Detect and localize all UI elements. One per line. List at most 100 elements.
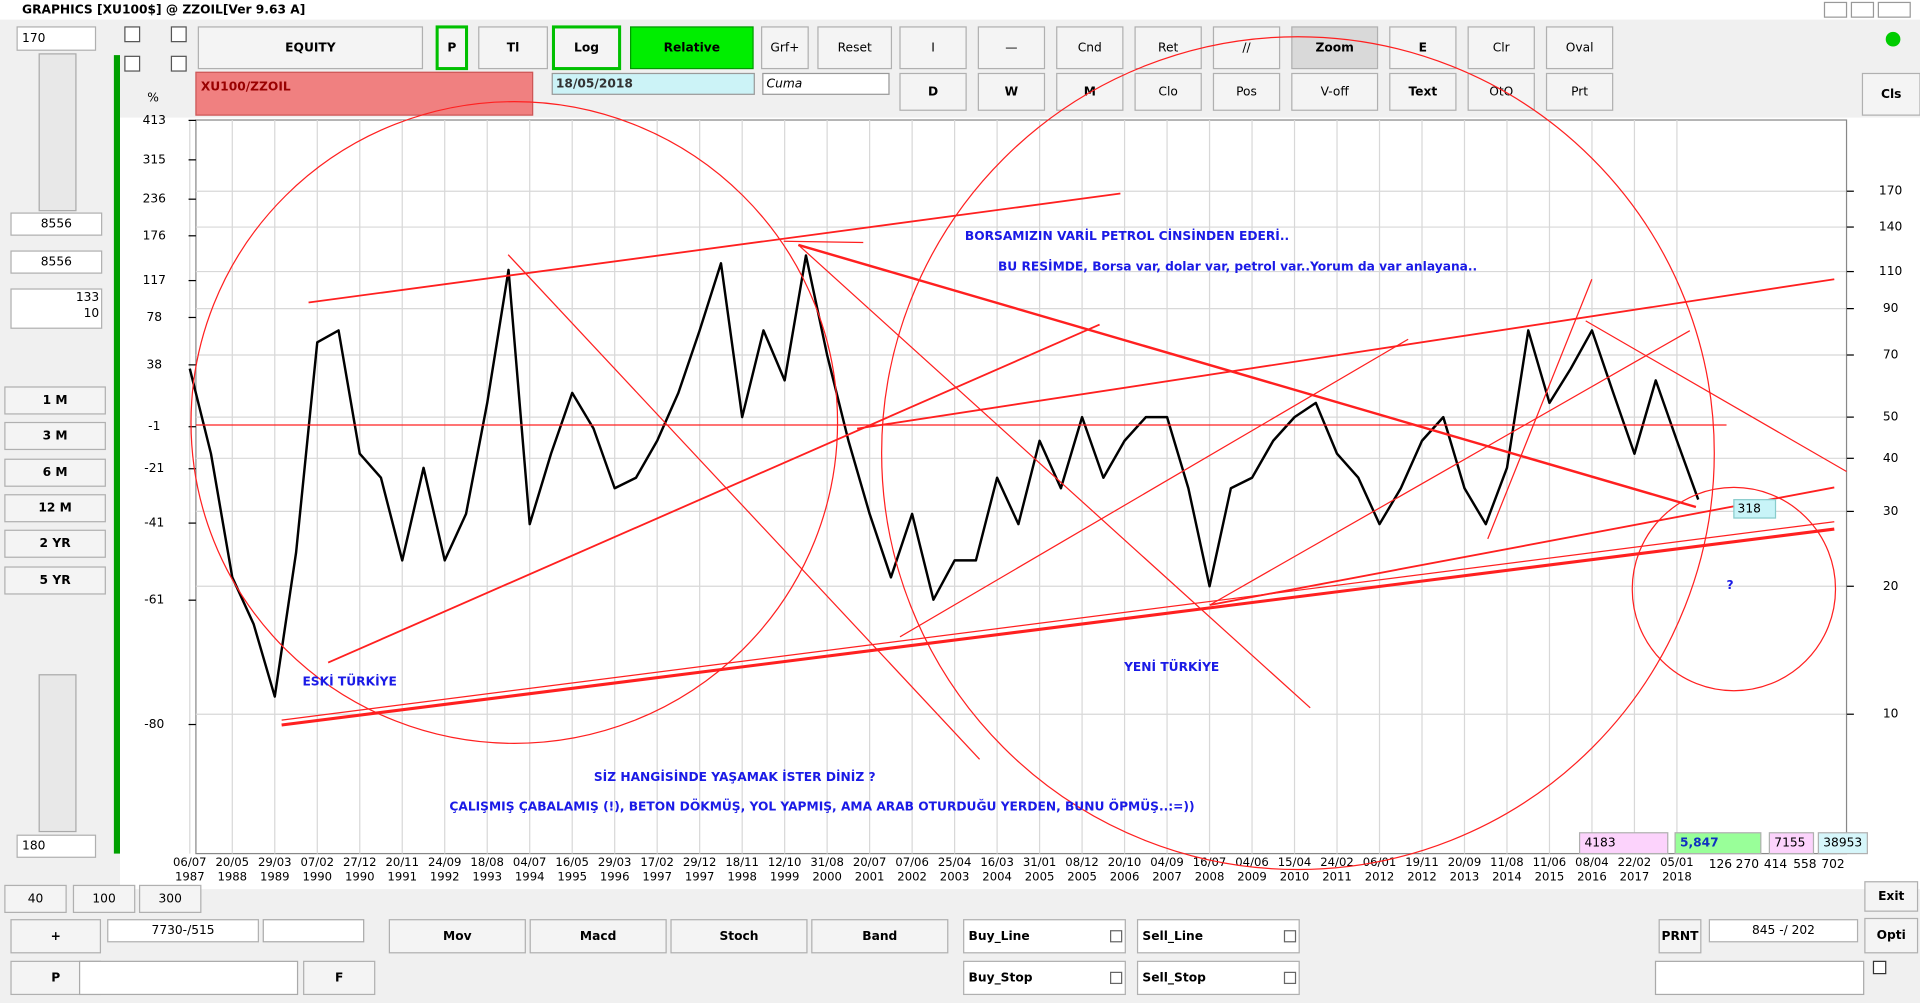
button[interactable]	[1134, 72, 1202, 111]
x-tick-label: 05/01 2018	[1660, 856, 1694, 885]
button[interactable]	[388, 919, 526, 954]
x-tick-label: 29/12 1997	[682, 856, 717, 885]
y2-axis-label: %	[147, 90, 159, 104]
button[interactable]	[478, 26, 548, 70]
button[interactable]	[899, 26, 967, 70]
date: 18/05/2018	[556, 76, 633, 90]
x-tick-label-box: 16/03 2004	[980, 856, 1014, 884]
button[interactable]	[1864, 881, 1919, 912]
scrollbar[interactable]	[78, 960, 299, 996]
button[interactable]	[977, 72, 1046, 111]
button[interactable]	[1861, 72, 1920, 116]
button-label: V-off	[1321, 84, 1350, 98]
input-field[interactable]	[16, 26, 97, 51]
button[interactable]	[4, 566, 106, 595]
button[interactable]	[1291, 72, 1379, 111]
button[interactable]	[1136, 960, 1300, 996]
scrollbar	[38, 674, 77, 833]
input-field[interactable]	[10, 212, 103, 236]
checkbox[interactable]	[1872, 960, 1887, 975]
button-label: Stoch	[719, 929, 758, 943]
input-field[interactable]	[16, 834, 97, 858]
title-bar	[0, 0, 1920, 20]
button[interactable]	[817, 26, 893, 70]
input-field[interactable]	[10, 250, 103, 274]
button[interactable]	[1136, 919, 1300, 954]
button[interactable]	[529, 919, 667, 954]
button[interactable]	[4, 386, 106, 415]
input-field[interactable]	[107, 919, 259, 943]
scrollbar	[38, 53, 77, 212]
button[interactable]	[197, 26, 424, 70]
button[interactable]	[1864, 917, 1919, 954]
button-label: //	[1242, 40, 1251, 54]
small-control[interactable]	[124, 26, 141, 43]
button-label: PRNT	[1662, 929, 1700, 943]
x-tick-label-box: 16/07 2008	[1192, 856, 1227, 885]
x-tick-label: 29/03 1996	[597, 856, 632, 885]
button[interactable]	[10, 919, 102, 954]
button[interactable]	[4, 494, 106, 523]
button[interactable]	[963, 919, 1126, 954]
x-tick-label: 18/11 1998	[725, 856, 759, 885]
x-tick-label-box: 20/09 2013	[1448, 856, 1482, 884]
y-tick-label: 30	[1883, 504, 1899, 518]
small-control[interactable]	[124, 55, 141, 72]
x-tick-label: 20/10 2006	[1107, 856, 1142, 885]
input-field-label: 8556	[41, 217, 72, 231]
button[interactable]	[811, 919, 949, 954]
x-tick-label: 20/11 1991	[385, 856, 420, 885]
button[interactable]	[1212, 26, 1281, 70]
button[interactable]	[899, 72, 967, 111]
x-tick-label-box: 04/09 2007	[1150, 856, 1184, 884]
input-field[interactable]	[1708, 919, 1859, 943]
x-tick-label: 17/02 1997	[640, 856, 674, 885]
checkbox[interactable]	[1110, 930, 1123, 943]
button[interactable]	[1467, 72, 1535, 111]
trend-line	[1209, 486, 1835, 606]
button[interactable]	[138, 884, 202, 913]
checkbox[interactable]	[1283, 930, 1297, 943]
trend-line	[783, 240, 864, 244]
button[interactable]	[963, 960, 1126, 996]
button[interactable]	[72, 884, 136, 913]
x-tick-label: 15/04 2010	[1277, 856, 1312, 885]
close[interactable]	[1877, 1, 1911, 18]
button[interactable]	[1389, 26, 1457, 70]
button[interactable]	[1291, 26, 1379, 70]
button-label: Opti	[1877, 928, 1906, 942]
button-label: Band	[862, 929, 897, 943]
button[interactable]	[4, 421, 106, 451]
x-tick-label: 08/12 2005	[1065, 856, 1099, 885]
button[interactable]	[630, 26, 754, 70]
button[interactable]	[1212, 72, 1281, 111]
button[interactable]	[435, 25, 469, 71]
button[interactable]	[1389, 72, 1457, 111]
small-control[interactable]	[170, 26, 187, 43]
button[interactable]	[1658, 919, 1702, 954]
maximize[interactable]	[1850, 1, 1875, 18]
scrollbar[interactable]	[262, 919, 365, 943]
button[interactable]	[977, 26, 1046, 70]
button[interactable]	[303, 960, 376, 996]
button[interactable]	[1545, 26, 1614, 70]
scrollbar[interactable]	[1654, 960, 1865, 996]
button[interactable]	[1467, 26, 1535, 70]
small-control[interactable]	[170, 55, 187, 72]
button-label: OtO	[1489, 84, 1513, 98]
minimize[interactable]	[1823, 1, 1848, 18]
button[interactable]	[4, 458, 106, 487]
button[interactable]	[1056, 26, 1124, 70]
button[interactable]	[761, 26, 809, 70]
button[interactable]	[551, 25, 622, 71]
x-tick-label: 16/07 2008	[1192, 856, 1227, 885]
button[interactable]	[4, 884, 67, 913]
button-label: 1 M	[43, 393, 68, 407]
checkbox[interactable]	[1283, 971, 1297, 985]
stat-box	[1578, 832, 1669, 855]
button[interactable]	[670, 919, 808, 954]
button[interactable]	[4, 529, 106, 558]
button[interactable]	[1134, 26, 1202, 70]
checkbox[interactable]	[1110, 971, 1123, 985]
button[interactable]	[1545, 72, 1614, 111]
